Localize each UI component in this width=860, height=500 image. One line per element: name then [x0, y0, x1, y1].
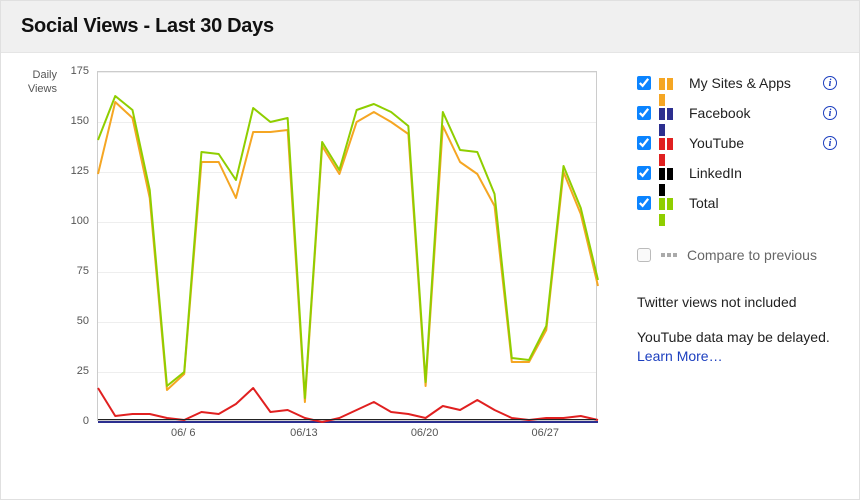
- series-line-youtube: [98, 388, 598, 422]
- panel-body: DailyViews 0255075100125150175 06/ 606/1…: [1, 53, 859, 400]
- y-tick: 175: [71, 65, 89, 77]
- youtube-delay-text: YouTube data may be delayed.: [637, 329, 830, 345]
- legend-list: My Sites & Apps i Facebook i YouTube i LinkedI…: [637, 75, 837, 211]
- legend-checkbox-mysites[interactable]: [637, 76, 651, 90]
- y-tick: 150: [71, 115, 89, 127]
- legend-item-youtube[interactable]: YouTube i: [637, 135, 837, 151]
- y-tick: 25: [77, 365, 89, 377]
- x-axis-baseline: [98, 419, 596, 420]
- legend-swatch-total: [659, 197, 681, 209]
- legend-checkbox-linkedin[interactable]: [637, 166, 651, 180]
- series-line-total: [98, 96, 598, 398]
- legend-checkbox-facebook[interactable]: [637, 106, 651, 120]
- y-tick: 75: [77, 265, 89, 277]
- legend-item-mysites[interactable]: My Sites & Apps i: [637, 75, 837, 91]
- info-icon[interactable]: i: [823, 76, 837, 90]
- legend-label-mysites: My Sites & Apps: [689, 75, 815, 91]
- info-icon[interactable]: i: [823, 106, 837, 120]
- plot-region: [97, 71, 597, 421]
- legend-swatch-mysites: [659, 77, 681, 89]
- chart-area: DailyViews 0255075100125150175 06/ 606/1…: [9, 65, 619, 382]
- x-tick-row: 06/ 6 06/13 06/20 06/27: [97, 427, 597, 447]
- legend-item-facebook[interactable]: Facebook i: [637, 105, 837, 121]
- legend-swatch-facebook: [659, 107, 681, 119]
- y-tick: 0: [83, 415, 89, 427]
- legend-label-total: Total: [689, 195, 837, 211]
- legend-checkbox-youtube[interactable]: [637, 136, 651, 150]
- youtube-delay-note: YouTube data may be delayed. Learn More…: [637, 328, 837, 366]
- legend-label-linkedin: LinkedIn: [689, 165, 837, 181]
- y-axis-label: DailyViews: [15, 69, 57, 97]
- compare-row[interactable]: Compare to previous: [637, 247, 837, 263]
- legend-checkbox-total[interactable]: [637, 196, 651, 210]
- x-tick: 06/27: [532, 427, 560, 439]
- twitter-note: Twitter views not included: [637, 293, 837, 312]
- legend-label-youtube: YouTube: [689, 135, 815, 151]
- compare-label: Compare to previous: [687, 247, 817, 263]
- y-tick-container: 0255075100125150175: [57, 71, 93, 421]
- legend-sidebar: My Sites & Apps i Facebook i YouTube i LinkedI…: [619, 65, 843, 382]
- y-tick: 50: [77, 315, 89, 327]
- legend-swatch-youtube: [659, 137, 681, 149]
- panel-header: Social Views - Last 30 Days: [1, 1, 859, 53]
- x-tick: 06/13: [290, 427, 318, 439]
- x-tick: 06/20: [411, 427, 439, 439]
- y-tick: 125: [71, 165, 89, 177]
- x-tick: 06/ 6: [171, 427, 195, 439]
- compare-checkbox[interactable]: [637, 248, 651, 262]
- page-title: Social Views - Last 30 Days: [21, 15, 839, 38]
- plot-wrap: 0255075100125150175 06/ 606/1306/2006/27: [57, 71, 603, 461]
- series-line-mysites: [98, 102, 598, 402]
- chart-lines-svg: [98, 72, 598, 422]
- learn-more-link[interactable]: Learn More…: [637, 348, 723, 364]
- compare-swatch: [661, 253, 677, 257]
- legend-item-total[interactable]: Total: [637, 195, 837, 211]
- y-tick: 100: [71, 215, 89, 227]
- legend-swatch-linkedin: [659, 167, 681, 179]
- info-icon[interactable]: i: [823, 136, 837, 150]
- legend-label-facebook: Facebook: [689, 105, 815, 121]
- analytics-panel: Social Views - Last 30 Days DailyViews 0…: [0, 0, 860, 500]
- legend-item-linkedin[interactable]: LinkedIn: [637, 165, 837, 181]
